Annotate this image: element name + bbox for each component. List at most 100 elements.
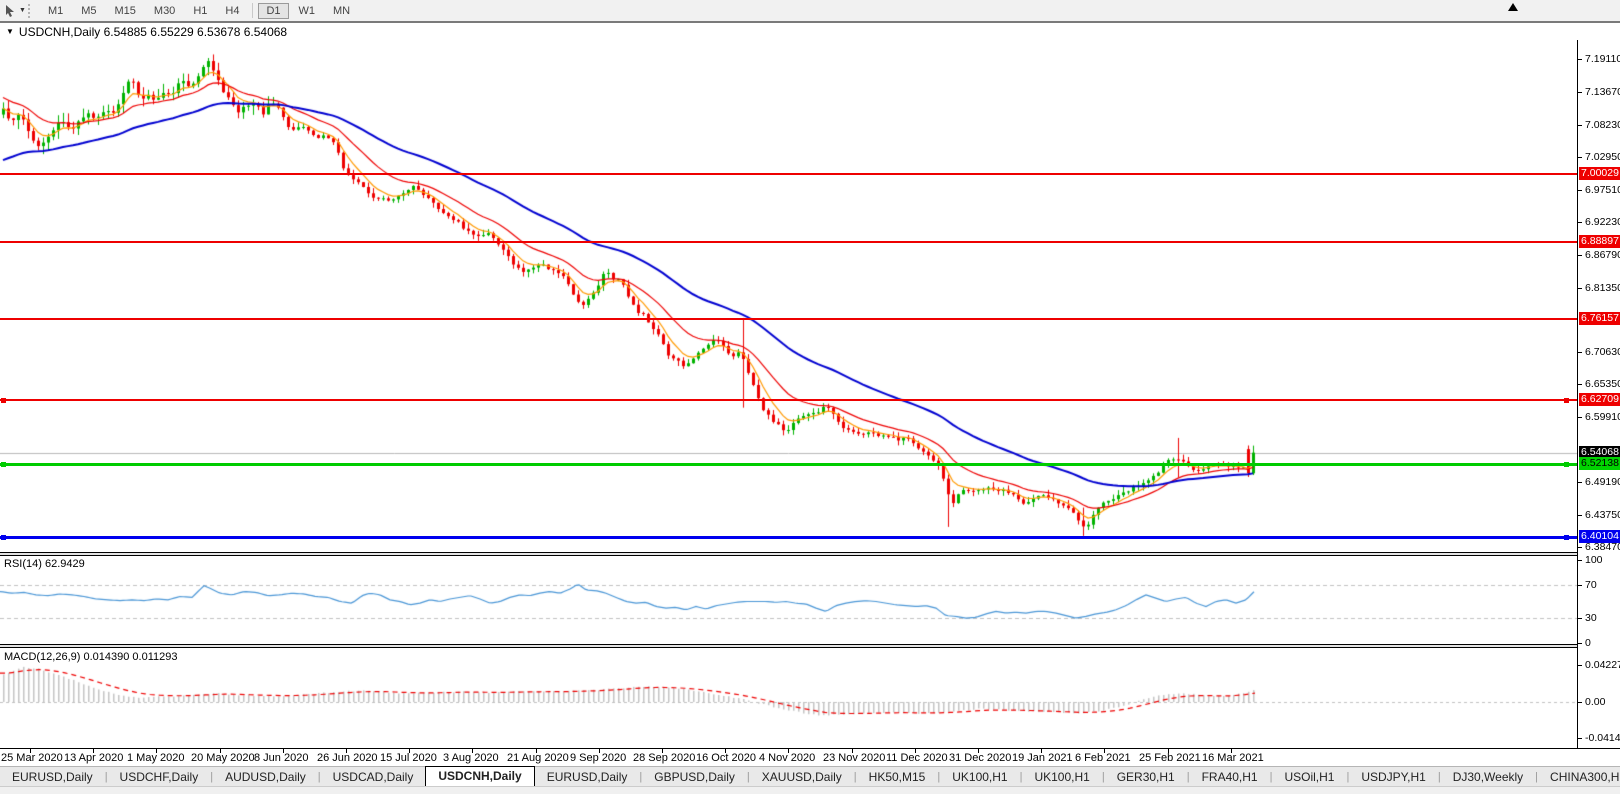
line-handle-right[interactable]: [1564, 462, 1569, 467]
horizontal-line-support-green[interactable]: [0, 462, 1577, 467]
price-axis[interactable]: 7.19110 7.13670 7.08230 7.02950 6.97510 6.922…: [1577, 40, 1620, 748]
price-tick-label: 7.02950: [1585, 151, 1620, 163]
panel-divider[interactable]: [0, 644, 1620, 645]
chart-tab-xauusd-daily[interactable]: XAUUSD,Daily: [761, 770, 842, 784]
rsi-tick-label: 0: [1585, 637, 1591, 649]
rsi-label: RSI(14) 62.9429: [4, 558, 85, 570]
chart-tab-eurusd-daily[interactable]: EURUSD,Daily: [12, 770, 93, 784]
chart-tab-audusd-daily[interactable]: AUDUSD,Daily: [225, 770, 306, 784]
chart-tab-usdcnh-daily[interactable]: USDCNH,Daily: [425, 766, 535, 786]
chart-tab-usoil-h1[interactable]: USOil,H1: [1284, 770, 1335, 784]
line-handle-left[interactable]: [1, 535, 6, 540]
macd-canvas[interactable]: [0, 649, 1577, 748]
price-tick-label: 7.19110: [1585, 53, 1620, 65]
toolbar-grip: [27, 3, 35, 18]
price-tick-label: 6.86790: [1585, 249, 1620, 261]
horizontal-line-resistance-2[interactable]: [0, 241, 1577, 243]
timeframe-button-m15[interactable]: M15: [114, 4, 136, 17]
price-chart-panel[interactable]: [0, 40, 1577, 552]
time-axis-label: 16 Oct 2020: [696, 752, 756, 764]
panel-divider[interactable]: [0, 552, 1620, 553]
timeframe-button-m30[interactable]: M30: [153, 4, 176, 17]
timeframe-button-mn[interactable]: MN: [333, 4, 351, 17]
chart-tab-uk100-h1[interactable]: UK100,H1: [952, 770, 1008, 784]
time-tick: [409, 749, 410, 753]
price-tick-label: 6.59910: [1585, 411, 1620, 423]
timeframe-button-m1[interactable]: M1: [47, 4, 64, 17]
time-axis-label: 3 Aug 2020: [443, 752, 499, 764]
time-axis-label: 8 Jun 2020: [254, 752, 309, 764]
price-tick-label: 6.92230: [1585, 216, 1620, 228]
timeframe-buttons: M1 M5 M15 M30 H1 H4 D1 W1 MN: [39, 2, 359, 19]
price-tag-resistance-4[interactable]: 6.62709: [1579, 393, 1620, 406]
time-axis-line: [0, 748, 1620, 749]
time-tick: [93, 749, 94, 753]
timeframe-button-w1[interactable]: W1: [298, 4, 316, 17]
rsi-indicator-panel[interactable]: RSI(14) 62.9429: [0, 556, 1577, 644]
rsi-canvas[interactable]: [0, 556, 1577, 644]
horizontal-line-resistance-3[interactable]: [0, 318, 1577, 320]
price-tick-label: 6.81350: [1585, 282, 1620, 294]
line-handle-right[interactable]: [1564, 397, 1569, 403]
chart-tab-usdjpy-h1[interactable]: USDJPY,H1: [1361, 770, 1426, 784]
price-tick: [1578, 417, 1582, 418]
price-tick: [1578, 547, 1582, 548]
time-tick: [1041, 749, 1042, 753]
rsi-tick: [1578, 585, 1582, 586]
chart-tab-ger30-h1[interactable]: GER30,H1: [1116, 770, 1175, 784]
chart-tab-china300-h1[interactable]: CHINA300,H1: [1550, 770, 1620, 784]
price-tick-label: 6.38470: [1585, 541, 1620, 553]
panel-divider-gap: [0, 553, 1620, 555]
macd-tick-label: 0.042275: [1585, 659, 1620, 671]
time-axis-label: 15 Jul 2020: [380, 752, 437, 764]
time-tick: [662, 749, 663, 753]
macd-indicator-panel[interactable]: MACD(12,26,9) 0.014390 0.011293: [0, 649, 1577, 748]
tab-separator: |: [317, 771, 321, 783]
price-tag-resistance-3[interactable]: 6.76157: [1579, 312, 1620, 325]
price-tag-resistance-2[interactable]: 6.88897: [1579, 235, 1620, 248]
timeframe-button-m5[interactable]: M5: [81, 4, 97, 17]
time-tick: [1104, 749, 1105, 753]
chart-tab-fra40-h1[interactable]: FRA40,H1: [1201, 770, 1258, 784]
toolbar-overflow-icon[interactable]: [1508, 3, 1518, 11]
timeframe-button-h4[interactable]: H4: [225, 4, 240, 17]
line-handle-left[interactable]: [1, 462, 6, 467]
chart-tab-hk50-m15[interactable]: HK50,M15: [868, 770, 926, 784]
cursor-dropdown-icon[interactable]: ▼: [19, 7, 26, 14]
time-axis-label: 4 Nov 2020: [759, 752, 816, 764]
chart-tab-usdcad-daily[interactable]: USDCAD,Daily: [332, 770, 414, 784]
time-axis-label: 19 Jan 2021: [1012, 752, 1073, 764]
horizontal-line-resistance-4[interactable]: [0, 397, 1577, 403]
macd-tick-label: 0.00: [1585, 696, 1606, 708]
tab-separator: |: [1437, 771, 1441, 783]
tab-separator: |: [1186, 771, 1190, 783]
time-tick: [30, 749, 31, 753]
price-chart-canvas[interactable]: [0, 40, 1577, 552]
time-tick: [536, 749, 537, 753]
price-tick: [1578, 125, 1582, 126]
price-tick-label: 6.70630: [1585, 346, 1620, 358]
time-axis-label: 28 Sep 2020: [633, 752, 696, 764]
price-tag-support-green[interactable]: 6.52138: [1579, 457, 1620, 470]
price-tag-resistance-1[interactable]: 7.00029: [1579, 167, 1620, 180]
cursor-tool-button[interactable]: ▼: [3, 4, 26, 18]
price-tick: [1578, 255, 1582, 256]
price-tick-label: 6.97510: [1585, 184, 1620, 196]
line-handle-right[interactable]: [1564, 535, 1569, 540]
horizontal-line-resistance-1[interactable]: [0, 173, 1577, 175]
chart-tab-eurusd-daily[interactable]: EURUSD,Daily: [546, 770, 628, 784]
timeframe-button-d1[interactable]: D1: [258, 2, 289, 19]
price-tag-support-blue[interactable]: 6.40104: [1579, 530, 1620, 543]
tab-separator: |: [104, 771, 108, 783]
chart-menu-caret-icon[interactable]: ▼: [6, 27, 14, 36]
horizontal-line-support-blue[interactable]: [0, 535, 1577, 540]
tab-separator: |: [746, 771, 750, 783]
line-handle-left[interactable]: [1, 397, 6, 403]
chart-tab-gbpusd-daily[interactable]: GBPUSD,Daily: [654, 770, 735, 784]
price-tag-current-price: 6.54068: [1579, 446, 1620, 459]
time-tick: [1231, 749, 1232, 753]
chart-tab-usdchf-daily[interactable]: USDCHF,Daily: [119, 770, 199, 784]
timeframe-button-h1[interactable]: H1: [193, 4, 208, 17]
chart-tab-dj30-weekly[interactable]: DJ30,Weekly: [1452, 770, 1524, 784]
chart-tab-uk100-h1[interactable]: UK100,H1: [1034, 770, 1090, 784]
